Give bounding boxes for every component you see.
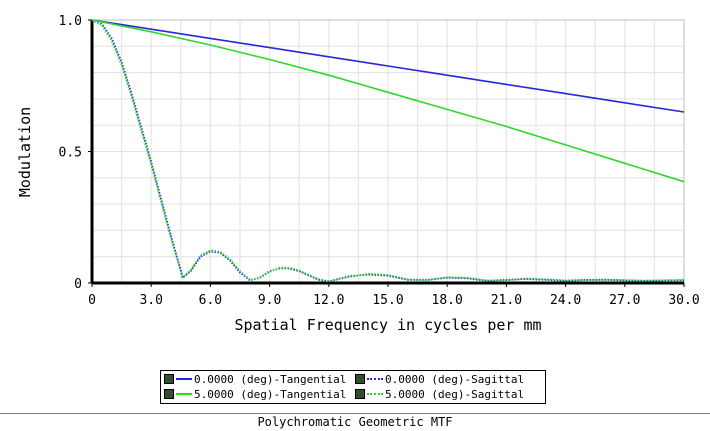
legend-label: 0.0000 (deg)-Sagittal [385,373,525,386]
x-tick-label: 6.0 [199,293,222,308]
x-axis-title: Spatial Frequency in cycles per mm [234,316,541,334]
legend-swatch-dotted-green [367,393,383,395]
ticks-layer: 0 3.0 6.0 9.0 12.0 15.0 18.0 21.0 24.0 27.0 30.0 0 0… [59,14,700,308]
series-line-0 [91,19,685,113]
x-tick-label: 21.0 [491,293,522,308]
y-tick-label: 0.5 [59,146,82,161]
x-tick-label: 9.0 [258,293,281,308]
legend-checkbox-icon[interactable] [355,374,365,384]
window-title: Polychromatic Geometric MTF [257,415,453,429]
legend-checkbox-icon[interactable] [355,389,365,399]
legend-swatch-dotted-blue [367,378,383,380]
mtf-chart: 0 3.0 6.0 9.0 12.0 15.0 18.0 21.0 24.0 27.0 30.0 0 0… [16,14,700,334]
legend-item-0-sagittal[interactable]: 0.0000 (deg)-Sagittal [355,373,524,387]
x-tick-label: 30.0 [668,293,699,308]
legend-checkbox-icon[interactable] [164,374,174,384]
grid-layer [91,19,685,284]
x-tick-label: 15.0 [372,293,403,308]
legend: 0.0000 (deg)-Tangential 0.0000 (deg)-Sag… [160,370,546,404]
x-tick-label: 12.0 [313,293,344,308]
window-title-bar: Polychromatic Geometric MTF [0,413,710,431]
legend-swatch-solid-blue [176,378,192,380]
y-tick-label: 1.0 [59,14,82,29]
y-axis-title: Modulation [16,107,34,197]
series-layer [91,19,685,283]
x-tick-label: 3.0 [139,293,162,308]
series-line-2 [91,19,685,183]
x-tick-label: 18.0 [432,293,463,308]
x-tick-label: 0 [88,293,96,308]
x-tick-label: 27.0 [609,293,640,308]
legend-swatch-solid-green [176,393,192,395]
legend-item-5-sagittal[interactable]: 5.0000 (deg)-Sagittal [355,388,524,402]
legend-label: 5.0000 (deg)-Sagittal [385,388,525,401]
x-tick-label: 24.0 [550,293,581,308]
legend-label: 0.0000 (deg)-Tangential [194,373,347,386]
legend-checkbox-icon[interactable] [164,389,174,399]
legend-item-5-tangential[interactable]: 5.0000 (deg)-Tangential [164,388,346,402]
legend-label: 5.0000 (deg)-Tangential [194,388,347,401]
y-tick-label: 0 [74,277,82,292]
legend-item-0-tangential[interactable]: 0.0000 (deg)-Tangential [164,373,346,387]
